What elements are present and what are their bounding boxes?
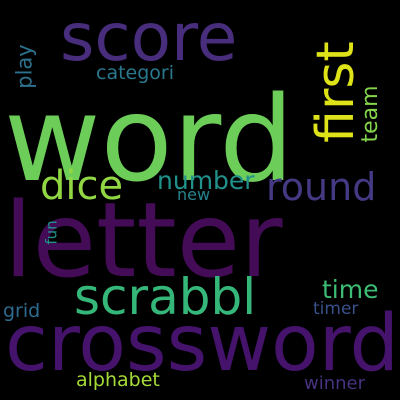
cloud-word-dice: dice — [40, 163, 124, 209]
cloud-word-crossword: crossword — [5, 299, 399, 389]
cloud-word-score: score — [60, 0, 238, 76]
cloud-word-winner: winner — [304, 373, 366, 394]
cloud-word-letter: letter — [4, 181, 283, 301]
cloud-word-time: time — [322, 275, 379, 304]
cloud-word-word: word — [4, 70, 295, 208]
cloud-word-number: number — [157, 166, 255, 195]
cloud-word-round: round — [266, 165, 377, 209]
cloud-word-fun: fun — [42, 220, 61, 245]
cloud-word-categori: categori — [96, 62, 175, 84]
cloud-word-play: play — [12, 44, 37, 89]
cloud-word-timer: timer — [313, 299, 359, 319]
cloud-word-alphabet: alphabet — [76, 369, 160, 391]
cloud-word-new: new — [177, 185, 211, 204]
cloud-word-scrabbl: scrabbl — [74, 268, 257, 326]
cloud-word-first: first — [306, 41, 366, 143]
cloud-word-team: team — [358, 85, 383, 143]
cloud-word-grid: grid — [3, 300, 41, 322]
